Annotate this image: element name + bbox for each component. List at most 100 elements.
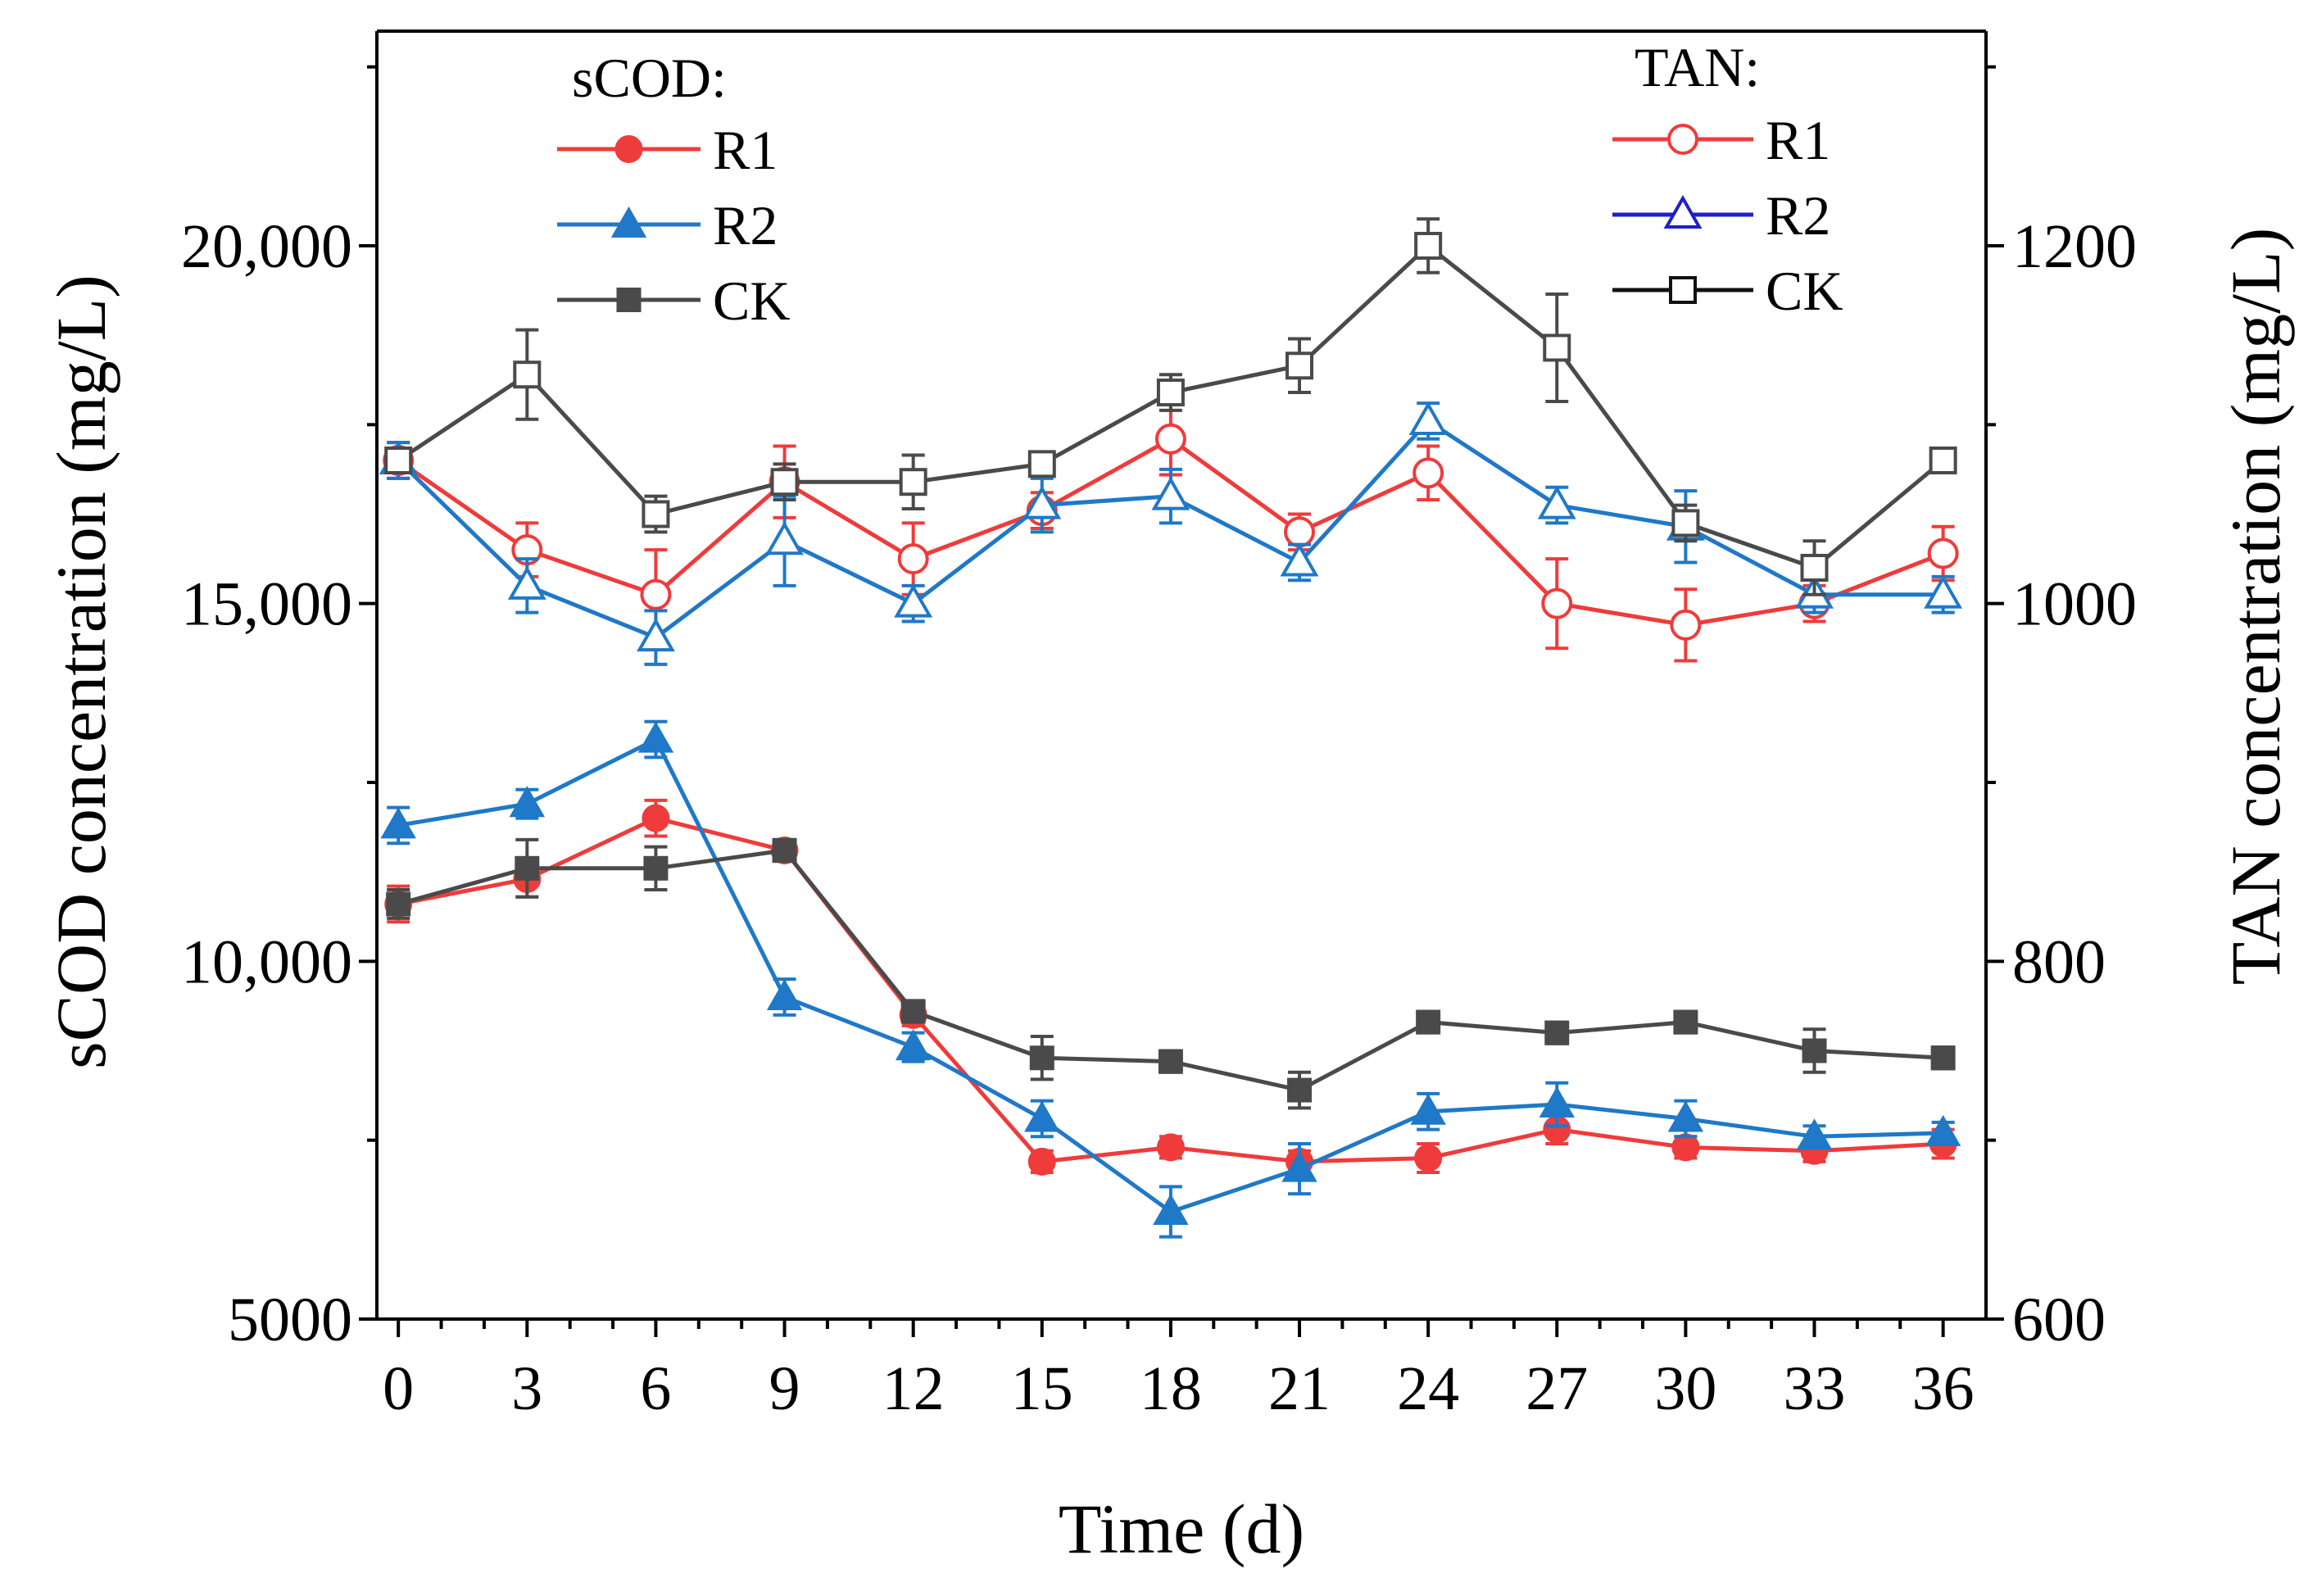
data-point	[1539, 1086, 1575, 1118]
data-point	[1924, 574, 1963, 609]
data-point	[1414, 1144, 1443, 1172]
data-point	[897, 543, 929, 575]
data-point	[1929, 447, 1957, 474]
data-point	[1414, 232, 1443, 260]
data-point	[1800, 554, 1829, 582]
data-point	[1667, 1100, 1704, 1132]
legend-marker	[1667, 124, 1698, 155]
legend-label: R1	[713, 119, 778, 181]
data-point	[642, 804, 670, 832]
data-point	[1537, 485, 1576, 519]
legend-label: R1	[1766, 109, 1830, 171]
legend-scod: sCOD: R1 R2 CK	[557, 47, 790, 332]
x-tick-label: 30	[1654, 1354, 1716, 1423]
x-tick-label: 33	[1784, 1354, 1846, 1423]
series-scod-r1	[384, 798, 1957, 1176]
data-point	[772, 837, 797, 863]
y-right-axis-title: TAN concentration (mg/L)	[2216, 228, 2295, 985]
data-point	[1029, 1045, 1054, 1071]
data-point	[1284, 516, 1316, 548]
y-right-ticks: 600 800 1000 1200	[1986, 65, 2137, 1354]
y-right-tick-label: 800	[2012, 927, 2106, 996]
data-point	[1154, 423, 1186, 455]
y-left-axis-title: sCOD concentration (mg/L)	[42, 274, 120, 1069]
data-point	[1541, 587, 1573, 619]
x-tick-label: 0	[383, 1354, 414, 1423]
data-point	[1930, 1045, 1956, 1071]
legend-entry-r2: R2	[1612, 184, 1830, 247]
data-point	[642, 500, 670, 528]
x-tick-label: 12	[882, 1354, 945, 1423]
y-left-ticks: 5000 10,000 15,000 20,000	[181, 65, 377, 1354]
data-point	[1802, 1038, 1827, 1063]
data-point	[770, 468, 799, 496]
y-right-tick-label: 600	[2012, 1285, 2106, 1354]
x-tick-label: 18	[1140, 1354, 1202, 1423]
data-point	[1925, 1114, 1961, 1146]
data-point	[1408, 401, 1448, 435]
data-point	[765, 521, 804, 555]
data-point	[1412, 457, 1444, 489]
legend-tan-title: TAN:	[1635, 36, 1760, 98]
y-right-tick-label: 1200	[2012, 212, 2137, 281]
series-scod-r2	[380, 719, 1961, 1239]
y-left-tick-label: 10,000	[181, 927, 352, 996]
data-point	[1796, 1118, 1833, 1150]
legend-label: R2	[1766, 184, 1830, 247]
x-ticks: 0 3 6 9 12 15 18 21 24 27 30 33 36	[383, 1319, 1975, 1423]
data-point	[1671, 509, 1700, 537]
data-point	[384, 447, 413, 474]
data-point	[1670, 609, 1702, 641]
data-point	[640, 578, 672, 610]
series-tan-ck	[384, 217, 1957, 596]
legend-marker	[1663, 194, 1703, 229]
data-point	[1410, 1093, 1446, 1125]
legend-tan: TAN: R1 R2 CK	[1612, 36, 1843, 322]
y-left-tick-label: 15,000	[181, 570, 352, 639]
legend-label: CK	[1766, 260, 1843, 322]
legend-marker	[616, 288, 642, 312]
data-point	[1027, 450, 1056, 478]
x-axis-title: Time (d)	[1059, 1489, 1304, 1568]
data-point	[1024, 1100, 1060, 1132]
data-point	[1027, 1147, 1056, 1176]
data-point	[513, 360, 542, 389]
data-point	[637, 721, 674, 753]
legend-label: CK	[713, 270, 790, 332]
y-left-tick-label: 5000	[228, 1285, 352, 1354]
legend-entry-r1: R1	[557, 119, 778, 181]
data-point	[1927, 537, 1959, 569]
legend-entry-ck: CK	[557, 270, 790, 332]
data-point	[1153, 1193, 1189, 1225]
series-layer	[379, 217, 1963, 1239]
data-point	[515, 855, 540, 881]
data-point	[1416, 1009, 1441, 1035]
x-tick-label: 24	[1397, 1354, 1459, 1423]
x-tick-label: 9	[769, 1354, 800, 1423]
data-point	[894, 583, 933, 618]
data-point	[895, 1029, 932, 1061]
data-point	[766, 978, 803, 1010]
x-tick-label: 36	[1912, 1354, 1975, 1423]
y-left-tick-label: 20,000	[181, 212, 352, 281]
data-point	[1543, 333, 1571, 362]
data-point	[509, 786, 546, 818]
data-point	[899, 468, 927, 496]
legend-marker	[610, 206, 647, 238]
data-point	[900, 999, 926, 1024]
x-tick-label: 6	[640, 1354, 671, 1423]
legend-marker	[1669, 276, 1697, 304]
data-point	[386, 891, 411, 917]
data-point	[1287, 1077, 1313, 1103]
y-right-tick-label: 1000	[2012, 570, 2137, 639]
data-point	[1544, 1020, 1570, 1045]
data-point	[643, 855, 669, 881]
data-point	[1281, 1150, 1317, 1182]
legend-label: R2	[713, 194, 778, 256]
data-point	[1151, 476, 1190, 510]
data-point	[1285, 351, 1314, 380]
series-scod-ck	[386, 837, 1956, 1110]
data-point	[636, 618, 675, 652]
data-point	[1156, 1133, 1185, 1162]
